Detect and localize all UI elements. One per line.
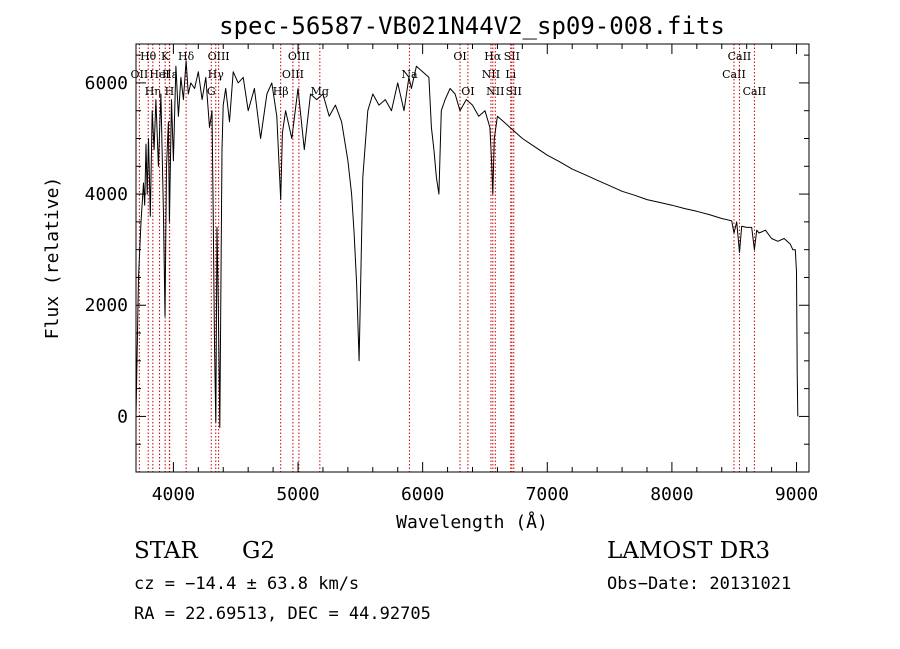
line-label-23: SII [506,85,522,98]
line-label-10: OIII [208,50,230,63]
line-label-4: K [161,50,170,63]
x-axis-label: Wavelength (Å) [396,511,548,533]
line-label-5: H [165,85,175,98]
line-label-6: Hε [162,68,178,81]
x-tick-label-6000: 6000 [401,484,444,505]
line-label-11: Hβ [273,85,289,98]
redshift-velocity: cz = −14.4 ± 63.8 km/s [134,574,360,594]
x-axis: 4000 5000 6000 7000 8000 9000 [152,44,818,505]
line-label-18: NII [482,68,500,81]
y-axis-label: Flux (relative) [42,177,63,340]
line-label-16: OI [453,50,466,63]
subclass: G2 [242,538,276,564]
plot-frame [135,43,810,473]
y-tick-label-2000: 2000 [85,295,128,316]
line-label-17: OI [461,85,474,98]
line-label-0: OII [131,68,149,81]
y-tick-label-4000: 4000 [85,184,128,205]
y-tick-label-0: 0 [117,406,128,427]
x-tick-label-7000: 7000 [526,484,569,505]
line-label-8: G [207,85,216,98]
line-label-1: Hθ [140,50,157,63]
sky-coordinates: RA = 22.69513, DEC = 44.92705 [134,604,431,624]
line-label-9: Hγ [208,68,225,81]
line-label-12: OIII [282,68,304,81]
y-axis: 0 2000 4000 6000 [85,54,809,473]
line-label-25: CaII [728,50,752,63]
line-label-2: Hη [145,85,161,98]
spectrum-line-0 [135,60,799,428]
line-label-7: Hδ [178,50,195,63]
survey-name: LAMOST DR3 [607,538,771,564]
object-class: STAR [134,538,198,564]
x-tick-label-4000: 4000 [152,484,195,505]
chart-title: spec-56587-VB021N44V2_sp09-008.fits [219,12,725,40]
observation-date: Obs−Date: 20131021 [607,574,792,594]
line-label-19: Hα [484,50,502,63]
line-markers: OIIHθHηHeIKHHεHδGHγOIIIHβOIIIOIIIMgNaOIO… [131,44,767,472]
line-label-14: Mg [311,85,329,98]
line-label-20: NII [486,85,504,98]
x-tick-label-9000: 9000 [775,484,818,505]
spectrum-series [135,60,799,428]
line-label-13: OIII [288,50,310,63]
line-label-3: HeI [149,68,169,81]
line-label-21: Li [505,68,516,81]
x-tick-label-8000: 8000 [650,484,693,505]
x-tick-label-5000: 5000 [276,484,319,505]
line-label-24: CaII [722,68,746,81]
line-label-26: CaII [743,85,767,98]
y-tick-label-6000: 6000 [85,73,128,94]
line-label-22: SII [504,50,520,63]
